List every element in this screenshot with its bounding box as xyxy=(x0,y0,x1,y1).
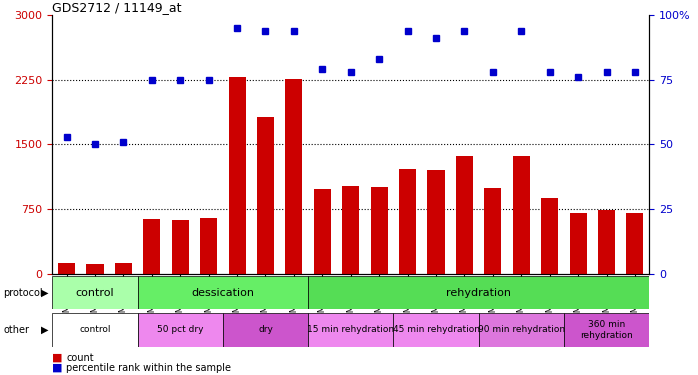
Text: GDS2712 / 11149_at: GDS2712 / 11149_at xyxy=(52,1,182,14)
Bar xyxy=(52,276,138,309)
Text: 45 min rehydration: 45 min rehydration xyxy=(392,326,480,334)
Text: dessication: dessication xyxy=(191,288,254,297)
Bar xyxy=(513,156,530,274)
Bar xyxy=(626,213,644,274)
Text: count: count xyxy=(66,352,94,363)
Bar xyxy=(172,220,188,274)
Bar xyxy=(223,313,308,347)
Text: 15 min rehydration: 15 min rehydration xyxy=(307,326,394,334)
Text: ▶: ▶ xyxy=(40,288,48,297)
Bar xyxy=(564,313,649,347)
Bar xyxy=(394,313,479,347)
Bar xyxy=(200,217,217,274)
Bar xyxy=(115,262,132,274)
Bar xyxy=(456,156,473,274)
Bar xyxy=(143,219,161,274)
Text: 50 pct dry: 50 pct dry xyxy=(157,326,204,334)
Bar xyxy=(228,77,246,274)
Text: ■: ■ xyxy=(52,352,63,363)
Bar xyxy=(598,210,615,274)
Text: 90 min rehydration: 90 min rehydration xyxy=(477,326,565,334)
Bar xyxy=(285,79,302,274)
Bar xyxy=(371,187,387,274)
Bar xyxy=(342,186,359,274)
Bar xyxy=(314,189,331,274)
Bar xyxy=(479,313,564,347)
Bar xyxy=(427,170,445,274)
Bar xyxy=(484,188,501,274)
Text: control: control xyxy=(80,326,111,334)
Text: dry: dry xyxy=(258,326,273,334)
Text: control: control xyxy=(75,288,114,297)
Bar xyxy=(308,313,394,347)
Text: 360 min
rehydration: 360 min rehydration xyxy=(580,320,633,340)
Text: ▶: ▶ xyxy=(40,325,48,335)
Text: percentile rank within the sample: percentile rank within the sample xyxy=(66,363,231,373)
Bar xyxy=(570,213,586,274)
Bar xyxy=(541,198,558,274)
Text: protocol: protocol xyxy=(3,288,43,297)
Bar xyxy=(58,262,75,274)
Bar xyxy=(308,276,649,309)
Text: ■: ■ xyxy=(52,363,63,373)
Text: other: other xyxy=(3,325,29,335)
Bar xyxy=(138,313,223,347)
Bar xyxy=(138,276,308,309)
Text: rehydration: rehydration xyxy=(446,288,511,297)
Bar xyxy=(52,313,138,347)
Bar xyxy=(257,117,274,274)
Bar xyxy=(87,264,103,274)
Bar xyxy=(399,168,416,274)
